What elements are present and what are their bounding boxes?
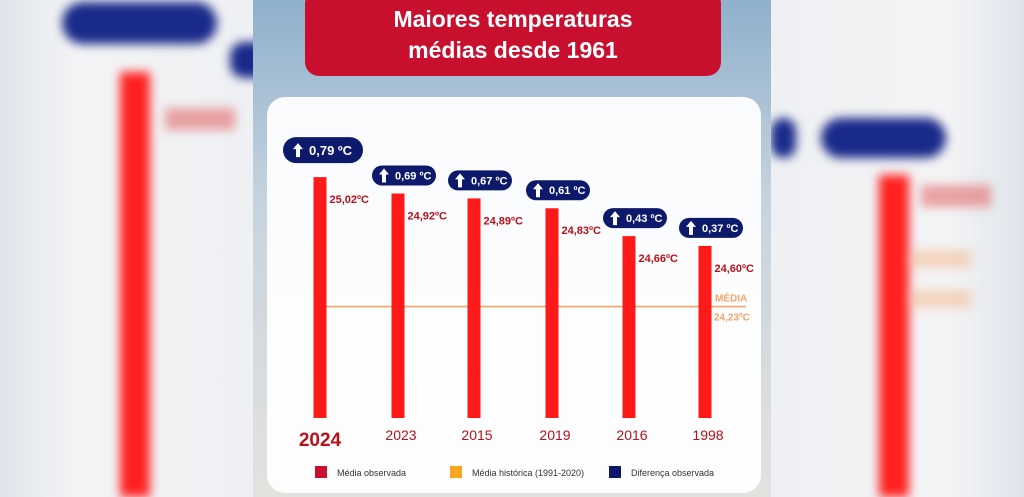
difference-badge bbox=[372, 165, 436, 186]
bar bbox=[698, 245, 712, 418]
blurred-bar bbox=[879, 175, 909, 497]
legend-swatch bbox=[609, 466, 621, 478]
chart-title-line1: Maiores temperaturas bbox=[393, 6, 633, 32]
x-tick-label: 2023 bbox=[385, 427, 416, 443]
blurred-label bbox=[911, 250, 971, 268]
bar-value-label: 24,83ºC bbox=[562, 225, 602, 237]
blurred-label bbox=[165, 108, 235, 130]
difference-label: 0,79 ºC bbox=[309, 143, 353, 158]
difference-badge bbox=[679, 217, 743, 238]
x-tick-label: 2016 bbox=[616, 427, 647, 443]
media-label: MÉDIA bbox=[715, 292, 747, 305]
difference-label: 0,69 ºC bbox=[395, 170, 431, 182]
difference-label: 0,37 ºC bbox=[702, 223, 738, 235]
blurred-badge bbox=[821, 118, 946, 158]
blurred-badge bbox=[230, 42, 253, 78]
legend-swatch bbox=[450, 466, 462, 478]
legend-label: Média histórica (1991-2020) bbox=[472, 468, 584, 478]
bar-value-label: 24,89ºC bbox=[484, 215, 524, 227]
blurred-badge bbox=[62, 2, 217, 44]
legend-label: Diferença observada bbox=[631, 468, 714, 478]
blurred-right-panel bbox=[771, 0, 1024, 497]
x-tick-label: 1998 bbox=[692, 427, 723, 443]
difference-badge bbox=[603, 208, 667, 229]
blurred-label bbox=[921, 185, 991, 207]
chart-title-line2: médias desde 1961 bbox=[408, 37, 618, 63]
bar-value-label: 24,92ºC bbox=[408, 210, 448, 222]
difference-badge bbox=[283, 137, 363, 164]
blurred-label bbox=[911, 290, 971, 308]
up-arrow-icon bbox=[455, 173, 465, 188]
difference-label: 0,61 ºC bbox=[549, 185, 585, 197]
up-arrow-icon bbox=[610, 211, 620, 226]
bar-value-label: 24,60ºC bbox=[715, 263, 755, 275]
bar bbox=[391, 193, 405, 418]
difference-badge bbox=[448, 170, 512, 191]
x-tick-label: 2024 bbox=[299, 430, 342, 451]
difference-label: 0,67 ºC bbox=[471, 175, 507, 187]
difference-label: 0,43 ºC bbox=[626, 213, 662, 225]
main-panel: Maiores temperaturas médias desde 1961 M… bbox=[253, 0, 771, 497]
blurred-left-panel bbox=[0, 0, 253, 497]
x-tick-label: 2015 bbox=[461, 427, 492, 443]
up-arrow-icon bbox=[293, 143, 303, 158]
bar-chart: MÉDIA 24,23ºC 25,02ºC 0,79 ºC 2024 24,92ºC 0,6… bbox=[283, 137, 755, 478]
up-arrow-icon bbox=[379, 168, 389, 183]
bar-value-label: 25,02ºC bbox=[330, 194, 370, 206]
blurred-badge bbox=[771, 118, 796, 158]
blurred-bar bbox=[120, 72, 150, 497]
legend-swatch bbox=[315, 466, 327, 478]
legend-label: Média observada bbox=[337, 468, 406, 478]
bar bbox=[313, 177, 327, 418]
media-value-label: 24,23ºC bbox=[714, 313, 750, 324]
up-arrow-icon bbox=[686, 220, 696, 235]
bar bbox=[622, 236, 636, 418]
x-tick-label: 2019 bbox=[539, 427, 570, 443]
chart-title: Maiores temperaturas médias desde 1961 bbox=[305, 0, 721, 76]
bar bbox=[545, 208, 559, 418]
up-arrow-icon bbox=[533, 183, 543, 198]
difference-badge bbox=[526, 180, 590, 201]
bar-value-label: 24,66ºC bbox=[639, 253, 679, 265]
bar bbox=[467, 198, 481, 418]
